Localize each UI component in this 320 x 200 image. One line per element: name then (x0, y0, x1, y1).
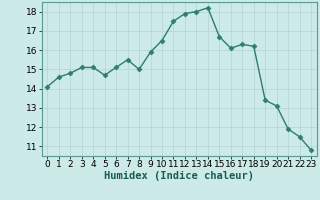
X-axis label: Humidex (Indice chaleur): Humidex (Indice chaleur) (104, 171, 254, 181)
